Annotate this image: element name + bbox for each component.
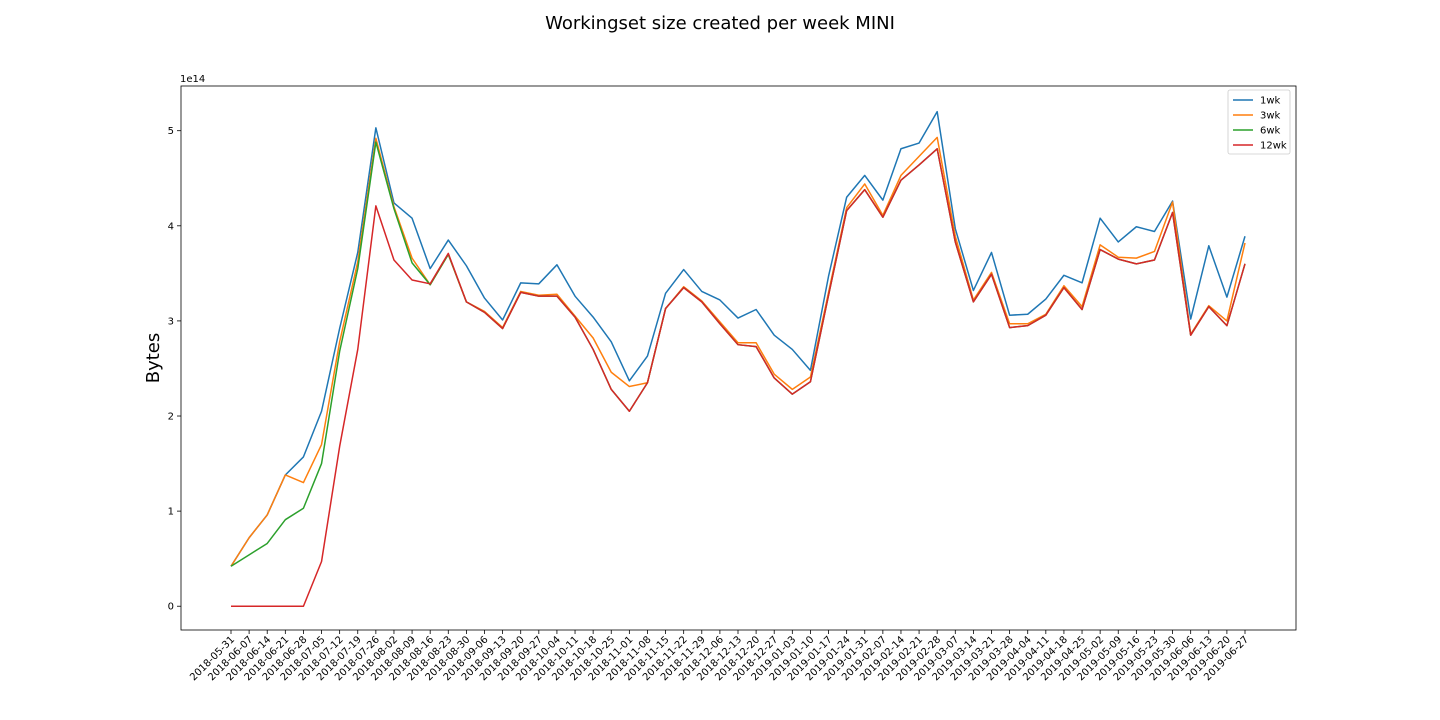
y-tick-label: 5 [168, 126, 174, 137]
plot-area: 0123452018-05-312018-06-072018-06-142018… [168, 110, 1251, 683]
series-line-12wk [231, 148, 1246, 607]
series-line-6wk [230, 141, 1246, 567]
legend-label-3wk: 3wk [1260, 111, 1281, 122]
y-axis-label: Bytes [143, 333, 164, 384]
legend-box [1227, 89, 1291, 155]
plot-frame [180, 85, 1297, 631]
series-line-3wk [230, 136, 1246, 567]
y-tick-label: 0 [168, 602, 174, 613]
y-tick-label: 4 [168, 221, 174, 232]
series-line-1wk [230, 110, 1246, 567]
y-tick-label: 1 [168, 507, 174, 518]
legend: 1wk 3wk 6wk 12wk [1227, 89, 1291, 155]
y-tick-label: 3 [168, 316, 174, 327]
legend-label-6wk: 6wk [1260, 126, 1281, 137]
chart-title: Workingset size created per week MINI [545, 13, 895, 34]
legend-label-1wk: 1wk [1260, 96, 1281, 107]
y-scale-label: 1e14 [180, 74, 205, 85]
legend-label-12wk: 12wk [1260, 141, 1287, 152]
y-tick-label: 2 [168, 412, 174, 423]
